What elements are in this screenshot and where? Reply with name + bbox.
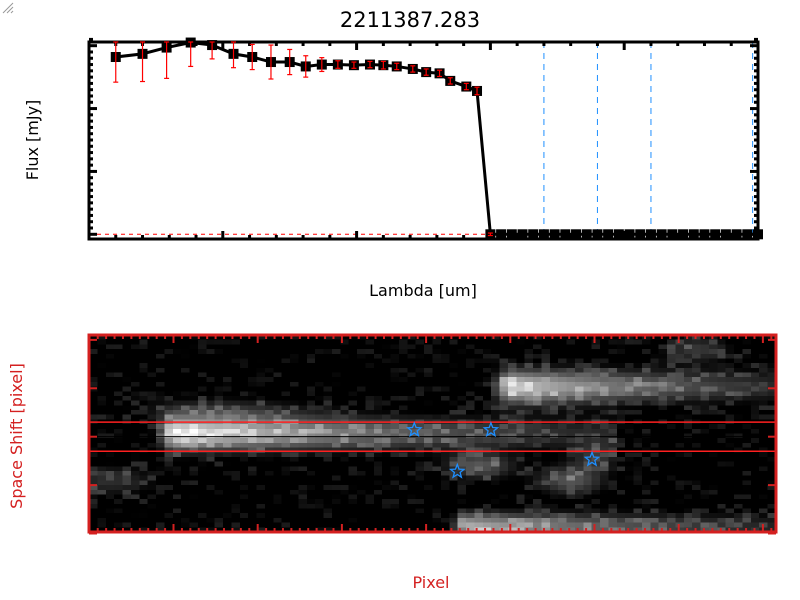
data-point: [549, 229, 560, 240]
data-point: [635, 229, 646, 240]
data-point: [688, 229, 699, 240]
data-point: [517, 229, 528, 240]
data-point: [603, 229, 614, 240]
spectral-image-heatmap: [89, 335, 776, 532]
data-point: [753, 229, 763, 240]
data-point: [560, 229, 571, 240]
top-y-axis-label: Flux [mJy]: [23, 100, 42, 181]
bottom-plot-frame: [87, 333, 778, 534]
data-point: [678, 229, 689, 240]
data-point: [645, 229, 656, 240]
data-point: [731, 229, 742, 240]
data-point: [592, 229, 603, 240]
data-point: [667, 229, 678, 240]
bottom-x-axis-label: Pixel: [412, 573, 449, 592]
data-point: [528, 229, 539, 240]
data-point: [571, 229, 582, 240]
data-point: [699, 229, 710, 240]
data-point: [624, 229, 635, 240]
star-marker-icon: [448, 462, 466, 479]
data-point: [710, 229, 721, 240]
data-point: [538, 229, 549, 240]
top-x-axis-label: Lambda [um]: [369, 281, 477, 300]
chart-title: 2211387.283: [340, 8, 480, 32]
star-marker-icon: [406, 421, 423, 438]
data-point: [613, 229, 624, 240]
data-point: [581, 229, 592, 240]
data-point: [496, 229, 507, 240]
resize-grip-icon[interactable]: [0, 0, 14, 14]
star-marker-icon: [482, 421, 500, 438]
data-point: [742, 229, 753, 240]
data-point: [506, 229, 517, 240]
bottom-y-axis-label: Space Shift [pixel]: [7, 363, 26, 509]
star-marker-icon: [583, 450, 601, 467]
data-point: [656, 229, 667, 240]
data-point: [720, 229, 731, 240]
